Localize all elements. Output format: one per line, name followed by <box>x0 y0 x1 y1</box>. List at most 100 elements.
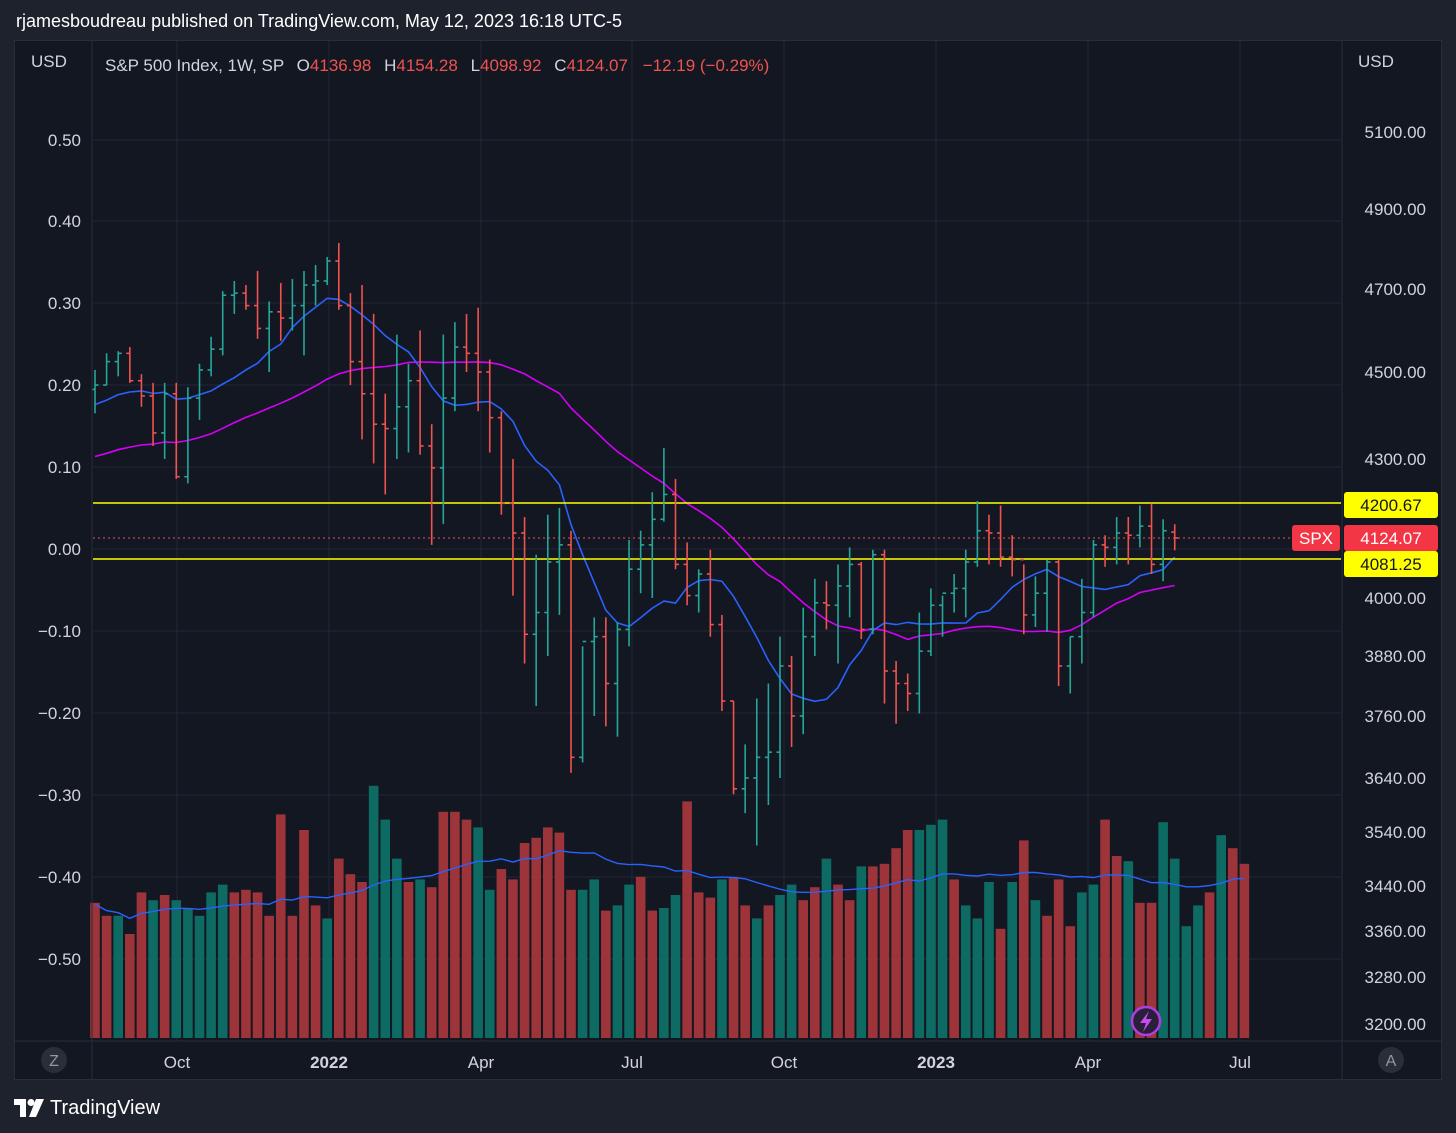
time-axis-ticks[interactable]: Oct 2022 Apr Jul Oct 2023 Apr Jul <box>164 1053 1251 1072</box>
ohlc-bar <box>950 574 958 613</box>
volume-bar <box>1239 863 1250 1038</box>
volume-bar <box>926 824 936 1038</box>
left-axis-tick: −0.30 <box>38 786 81 805</box>
ohlc-bar <box>370 313 378 464</box>
lightning-icon[interactable] <box>1130 1005 1162 1037</box>
volume-bar <box>403 882 414 1038</box>
volume-bar <box>101 915 112 1038</box>
right-axis-tick: 4500.00 <box>1365 363 1426 382</box>
ohlc-bar <box>230 281 238 314</box>
last-price-tag: 4124.07 <box>1344 525 1438 551</box>
right-axis-tick: 5100.00 <box>1365 123 1426 142</box>
left-axis-tick: 0.00 <box>48 540 81 559</box>
volume-bar <box>1030 900 1041 1038</box>
volume-bar <box>461 819 472 1038</box>
volume-bar <box>833 884 843 1038</box>
ohlc-bar <box>416 330 424 455</box>
volume-bar <box>542 827 553 1038</box>
volume-bar <box>647 910 658 1038</box>
ohlc-bar <box>544 514 552 656</box>
ohlc-bar <box>1101 535 1109 567</box>
volume-bar <box>984 882 994 1038</box>
slow-moving-average-line <box>94 361 1175 641</box>
moving-averages <box>94 297 1245 920</box>
volume-bar <box>751 918 762 1038</box>
left-axis-tick: −0.40 <box>38 868 81 887</box>
right-axis-tick: 3540.00 <box>1365 823 1426 842</box>
tradingview-brand[interactable]: TradingView <box>14 1094 160 1122</box>
legend-high-value: 4154.28 <box>396 56 457 75</box>
ohlc-bar <box>195 363 203 420</box>
ohlc-bar <box>1136 505 1144 548</box>
ohlc-bar <box>114 351 122 377</box>
ohlc-bar <box>695 569 703 613</box>
volume-bar <box>786 884 797 1038</box>
ohlc-bar <box>242 285 250 310</box>
ohlc-bar <box>625 539 633 647</box>
volume-bar <box>426 887 437 1038</box>
ohlc-bar <box>590 617 598 716</box>
ohlc-bar <box>904 673 912 711</box>
ohlc-bar <box>184 387 192 484</box>
ohlc-bar <box>1113 517 1121 565</box>
volume-bar <box>775 895 785 1038</box>
left-axis-tick: 0.30 <box>48 294 81 313</box>
volume-bar <box>879 863 890 1038</box>
ohlc-bar <box>1078 578 1086 664</box>
volume-bar <box>508 879 518 1038</box>
volume-bar <box>1042 915 1052 1038</box>
ohlc-bar <box>1159 519 1167 582</box>
chart-panel[interactable]: USD USD 0.50 0.40 0.30 0.20 0.10 0.00 −0.10 −0.… <box>14 40 1442 1080</box>
ohlc-bar <box>346 293 354 386</box>
ohlc-bar <box>323 257 331 285</box>
ohlc-bar <box>103 353 111 386</box>
tradingview-brand-label: TradingView <box>50 1096 161 1119</box>
legend-symbol: S&P 500 Index, 1W, SP <box>105 56 284 75</box>
volume-bar <box>972 918 983 1038</box>
spx-label: SPX <box>1299 529 1333 548</box>
volume-bar <box>635 876 646 1038</box>
volume-bar <box>322 918 332 1038</box>
legend-low-label: L <box>471 56 480 75</box>
volume-bar <box>1135 902 1145 1038</box>
volume-bar <box>450 811 460 1038</box>
time-axis-tick: Jul <box>621 1053 643 1072</box>
ohlc-bar <box>602 617 610 727</box>
ohlc-bar <box>857 562 865 640</box>
left-axis-ticks[interactable]: 0.50 0.40 0.30 0.20 0.10 0.00 −0.10 −0.20 −0.30 −… <box>38 131 81 969</box>
ohlc-bar <box>637 530 645 594</box>
volume-bar <box>392 858 402 1038</box>
volume-bar <box>810 887 820 1038</box>
volume-bar <box>241 889 251 1038</box>
volume-bar <box>1227 848 1238 1038</box>
ohlc-bar <box>1043 559 1051 632</box>
volume-bar <box>1100 819 1110 1038</box>
right-axis-tick: 3360.00 <box>1365 922 1426 941</box>
volume-bar <box>1053 879 1064 1038</box>
volume-bar <box>728 876 739 1038</box>
volume-bar <box>159 895 170 1038</box>
chart-canvas[interactable]: USD USD 0.50 0.40 0.30 0.20 0.10 0.00 −0.10 −0.… <box>15 41 1441 1079</box>
volume-bar <box>252 892 263 1038</box>
volume-bar <box>844 900 855 1038</box>
ohlc-bar <box>474 307 482 412</box>
volume-bar <box>90 902 100 1038</box>
volume-bar <box>136 892 147 1038</box>
volume-bar <box>1088 884 1099 1038</box>
ohlc-bar <box>869 549 877 635</box>
auto-scale-button[interactable]: A <box>1378 1047 1404 1073</box>
ohlc-bar <box>288 279 296 331</box>
ohlc-legend: S&P 500 Index, 1W, SP O4136.98 H4154.28 … <box>105 56 769 75</box>
right-axis-ticks[interactable]: 5100.00 4900.00 4700.00 4500.00 4300.00 4000.… <box>1365 123 1426 1034</box>
volume-bar <box>798 900 809 1038</box>
ohlc-bar <box>1066 635 1074 694</box>
ohlc-bar <box>1171 524 1179 551</box>
volume-bar <box>438 811 449 1038</box>
z-scale-button[interactable]: Z <box>41 1047 67 1073</box>
right-axis-tick: 4700.00 <box>1365 280 1426 299</box>
ohlc-bar <box>660 448 668 522</box>
volume-bar <box>937 819 948 1038</box>
z-scale-label: Z <box>49 1053 59 1070</box>
ohlc-bar <box>973 501 981 567</box>
left-axis-tick: 0.40 <box>48 212 81 231</box>
